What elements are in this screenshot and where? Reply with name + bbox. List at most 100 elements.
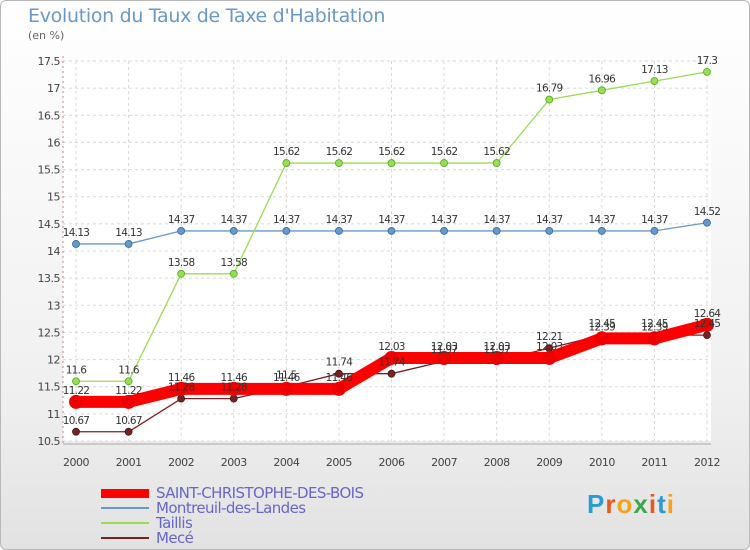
data-label: 13.58	[168, 257, 195, 269]
data-label: 17.13	[641, 64, 668, 76]
data-label: 11.28	[220, 382, 247, 394]
x-tick-label: 2012	[694, 456, 720, 469]
x-tick-label: 2005	[326, 456, 352, 469]
y-tick-label: 16	[47, 136, 60, 149]
y-tick-label: 11.5	[38, 381, 61, 394]
data-label: 15.62	[431, 146, 458, 158]
data-label: 12.03	[431, 341, 458, 353]
data-point	[545, 95, 554, 104]
data-point	[597, 86, 606, 95]
data-point	[594, 331, 609, 346]
data-point	[229, 227, 238, 235]
logo-letter: P	[587, 489, 606, 519]
logo-letter: i	[648, 489, 658, 519]
data-point	[177, 269, 186, 278]
data-point	[650, 77, 659, 85]
x-tick-label: 2007	[431, 456, 457, 469]
data-label: 12.45	[694, 318, 721, 330]
data-point	[335, 159, 343, 167]
data-label: 14.37	[589, 214, 616, 226]
legend-label: Montreuil-des-Landes	[156, 499, 306, 517]
logo-letter: t	[657, 489, 667, 519]
x-tick-label: 2004	[273, 456, 299, 469]
data-label: 11.74	[326, 357, 354, 369]
data-label: 11.6	[118, 364, 140, 376]
legend-swatch	[101, 537, 149, 539]
data-label: 15.62	[378, 146, 405, 158]
data-point	[229, 394, 238, 403]
data-point	[545, 227, 554, 235]
data-point	[387, 227, 396, 235]
data-point	[282, 227, 291, 235]
data-label: 14.37	[431, 214, 458, 226]
legend-label: Mecé	[156, 529, 194, 547]
data-label: 11.6	[66, 364, 88, 376]
data-point	[174, 381, 189, 396]
data-point	[72, 240, 80, 248]
logo-letter: i	[666, 489, 675, 519]
data-label: 17.3	[697, 55, 718, 67]
data-label: 14.37	[378, 214, 405, 226]
data-point	[492, 227, 501, 235]
proxiti-logo: Proxiti	[587, 489, 675, 520]
data-label: 12.45	[589, 318, 616, 330]
data-label: 12.45	[641, 318, 668, 330]
data-point	[69, 394, 83, 409]
data-label: 14.37	[536, 214, 563, 226]
data-label: 12.03	[378, 341, 405, 353]
data-point	[226, 381, 241, 396]
data-label: 14.37	[168, 214, 195, 226]
data-label: 11.46	[273, 372, 301, 384]
data-point	[331, 381, 346, 396]
y-tick-label: 17	[47, 82, 60, 95]
data-label: 14.37	[641, 214, 668, 226]
data-point	[489, 350, 504, 365]
data-point	[597, 227, 606, 235]
data-point	[387, 159, 396, 167]
data-point	[177, 227, 186, 235]
data-point	[279, 381, 294, 396]
data-label: 11.22	[63, 385, 90, 397]
data-point	[335, 369, 343, 378]
data-label: 11.22	[115, 385, 142, 397]
data-point	[177, 394, 186, 403]
data-label: 14.37	[273, 214, 300, 226]
data-point	[124, 240, 133, 248]
x-tick-label: 2000	[63, 456, 89, 469]
y-tick-label: 10.5	[38, 435, 61, 448]
data-point	[282, 159, 291, 167]
data-point	[124, 377, 133, 386]
x-tick-label: 2011	[641, 456, 667, 469]
data-label: 10.67	[63, 415, 90, 427]
data-label: 13.58	[220, 257, 247, 269]
data-point	[121, 394, 136, 409]
x-tick-label: 2006	[379, 456, 405, 469]
x-tick-label: 2009	[536, 456, 562, 469]
y-tick-label: 15.5	[38, 164, 61, 177]
logo-letter: o	[616, 489, 634, 519]
data-point	[437, 350, 452, 365]
legend-swatch	[101, 522, 149, 524]
y-tick-label: 14.5	[38, 218, 61, 231]
data-point	[703, 331, 711, 340]
data-point	[229, 269, 238, 278]
data-label: 15.62	[326, 146, 353, 158]
x-tick-label: 2008	[484, 456, 510, 469]
data-point	[542, 350, 557, 365]
data-point	[335, 227, 343, 235]
data-label: 11.46	[168, 372, 196, 384]
y-tick-label: 17.5	[38, 55, 61, 68]
data-label: 11.46	[326, 372, 354, 384]
data-point	[72, 377, 80, 386]
data-point	[700, 317, 714, 332]
data-point	[387, 369, 396, 378]
data-label: 14.37	[326, 214, 353, 226]
data-label: 10.67	[115, 415, 142, 427]
y-tick-label: 16.5	[38, 109, 61, 122]
data-point	[384, 350, 399, 365]
data-label: 14.13	[115, 227, 142, 239]
x-tick-label: 2002	[168, 456, 194, 469]
data-point	[440, 227, 448, 235]
